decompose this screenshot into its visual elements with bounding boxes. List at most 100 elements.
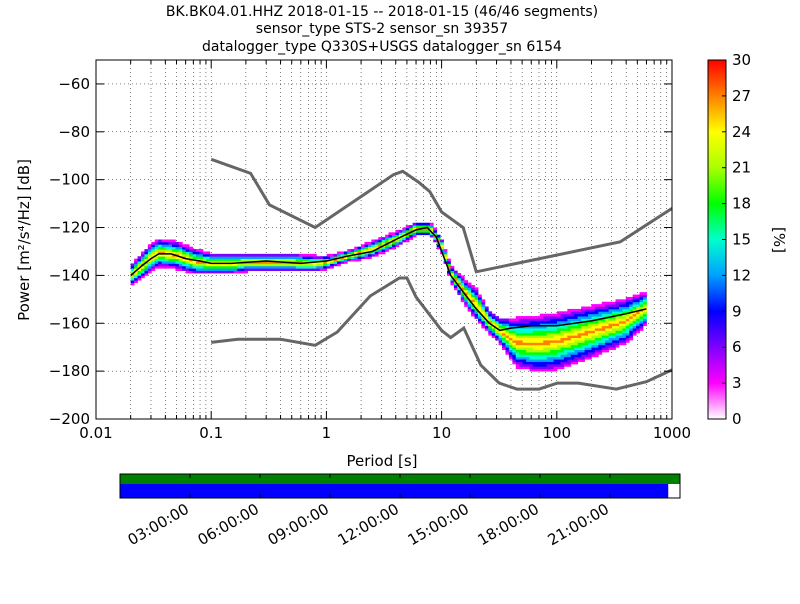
pdf-cell: [278, 258, 283, 262]
pdf-cell: [512, 340, 517, 343]
pdf-cell: [419, 225, 424, 228]
pdf-cell: [165, 249, 169, 252]
pdf-cell: [601, 320, 606, 324]
pdf-cell: [402, 237, 407, 240]
pdf-cell: [436, 244, 441, 248]
pdf-cell: [223, 268, 228, 272]
pdf-cell: [636, 330, 640, 334]
pdf-cell: [450, 268, 455, 272]
pdf-cell: [615, 320, 620, 324]
colorbar-tick-label: 21: [732, 159, 751, 177]
pdf-cell: [130, 270, 135, 274]
pdf-cell: [299, 256, 304, 260]
pdf-cell: [161, 244, 166, 248]
pdf-cell: [391, 237, 396, 240]
pdf-cell: [615, 323, 620, 327]
pdf-cell: [292, 265, 297, 269]
pdf-cell: [598, 325, 603, 329]
pdf-cell: [140, 273, 145, 276]
pdf-cell: [491, 328, 496, 331]
pdf-cell: [532, 356, 537, 360]
pdf-cell: [247, 263, 252, 267]
pdf-cell: [285, 263, 290, 267]
pdf-cell: [529, 340, 534, 343]
pdf-cell: [529, 316, 534, 319]
pdf-cell: [587, 323, 592, 327]
pdf-cell: [436, 234, 441, 238]
pdf-cell: [636, 328, 640, 331]
pdf-cell: [536, 337, 541, 341]
pdf-cell: [302, 265, 307, 269]
pdf-cell: [529, 366, 534, 370]
pdf-cell: [319, 265, 324, 269]
pdf-cell: [484, 316, 489, 319]
pdf-cell: [522, 328, 527, 331]
pdf-cell: [288, 253, 293, 257]
pdf-cell: [502, 342, 506, 346]
pdf-cell: [244, 256, 248, 260]
pdf-cell: [199, 265, 204, 269]
pdf-cell: [519, 340, 524, 343]
pdf-cell: [639, 301, 644, 305]
pdf-cell: [612, 340, 616, 343]
pdf-cell: [161, 239, 166, 243]
pdf-cell: [536, 349, 541, 353]
pdf-cell: [587, 308, 592, 312]
pdf-cell: [467, 306, 472, 310]
pdf-cell: [495, 332, 499, 336]
pdf-cell: [251, 256, 255, 260]
pdf-cell: [257, 261, 262, 264]
pdf-cell: [519, 344, 524, 348]
pdf-cell: [498, 320, 503, 324]
pdf-cell: [581, 318, 585, 322]
pdf-cell: [264, 256, 269, 260]
pdf-cell: [539, 332, 544, 336]
pdf-cell: [206, 270, 211, 274]
pdf-cell: [594, 306, 599, 310]
pdf-cell: [567, 325, 572, 329]
pdf-cell: [546, 323, 551, 327]
pdf-cell: [546, 349, 551, 353]
pdf-cell: [608, 337, 613, 341]
pdf-cell: [309, 253, 314, 257]
pdf-cell: [477, 301, 482, 305]
pdf-cell: [522, 354, 527, 358]
pdf-cell: [457, 282, 462, 286]
pdf-cell: [292, 256, 297, 260]
pdf-cell: [570, 361, 575, 365]
pdf-cell: [536, 363, 541, 367]
pdf-cell: [536, 366, 541, 370]
pdf-cell: [202, 270, 207, 274]
pdf-cell: [512, 335, 517, 339]
pdf-cell: [374, 241, 379, 245]
pdf-cell: [484, 323, 489, 327]
pdf-cell: [333, 256, 338, 260]
pdf-cell: [570, 320, 575, 324]
pdf-cell: [512, 349, 517, 353]
pdf-cell: [591, 306, 596, 310]
pdf-cell: [622, 337, 627, 341]
pdf-cell: [529, 356, 534, 360]
pdf-cell: [594, 340, 599, 343]
pdf-cell: [612, 311, 616, 315]
pdf-cell: [502, 318, 506, 322]
pdf-cell: [639, 325, 644, 329]
pdf-cell: [306, 268, 310, 272]
pdf-cell: [612, 318, 616, 322]
pdf-cell: [168, 239, 173, 243]
pdf-cell: [326, 253, 331, 257]
pdf-cell: [477, 296, 482, 300]
pdf-cell: [553, 323, 558, 327]
pdf-cell: [312, 265, 317, 269]
pdf-cell: [601, 335, 606, 339]
pdf-cell: [625, 316, 630, 319]
pdf-cell: [477, 313, 482, 317]
pdf-cell: [519, 332, 524, 336]
pdf-cell: [481, 313, 486, 317]
pdf-cell: [618, 330, 623, 334]
pdf-cell: [584, 344, 589, 348]
pdf-cell: [512, 344, 517, 348]
pdf-cell: [474, 304, 479, 307]
pdf-cell: [536, 335, 541, 339]
pdf-cell: [546, 320, 551, 324]
